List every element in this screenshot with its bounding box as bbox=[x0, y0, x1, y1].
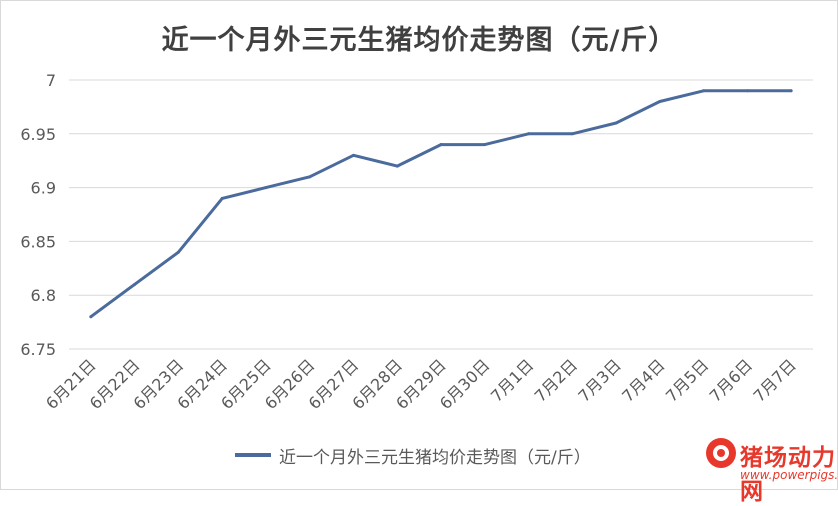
chart-frame bbox=[0, 0, 838, 490]
y-tick-label: 7 bbox=[46, 71, 56, 90]
data-point bbox=[133, 282, 137, 286]
series-line bbox=[89, 89, 793, 319]
x-tick-label: 7月6日 bbox=[706, 355, 756, 405]
legend-swatch bbox=[235, 453, 271, 457]
watermark: 猪场动力网 www.powerpigs.net bbox=[702, 436, 838, 505]
x-tick-label: 7月1日 bbox=[487, 355, 537, 405]
data-point bbox=[702, 89, 706, 93]
data-point bbox=[745, 89, 749, 93]
y-tick-label: 6.95 bbox=[20, 125, 56, 144]
y-tick-label: 6.9 bbox=[31, 179, 56, 198]
pig-logo-icon bbox=[706, 438, 736, 468]
x-tick-label: 7月2日 bbox=[531, 355, 581, 405]
data-point bbox=[570, 132, 574, 136]
y-axis-ticks: 6.75 6.8 6.85 6.9 6.95 7 bbox=[20, 71, 56, 359]
data-point bbox=[176, 250, 180, 254]
chart-title: 近一个月外三元生猪均价走势图（元/斤） bbox=[161, 25, 677, 56]
data-point bbox=[395, 164, 399, 168]
y-tick-label: 6.75 bbox=[20, 340, 56, 359]
x-tick-label: 7月3日 bbox=[574, 355, 624, 405]
data-point bbox=[483, 143, 487, 147]
data-point bbox=[527, 132, 531, 136]
gridlines bbox=[69, 79, 813, 350]
x-tick-label: 7月4日 bbox=[618, 355, 668, 405]
x-axis-ticks: 6月21日6月22日6月23日6月24日6月25日6月26日6月27日6月28日… bbox=[42, 355, 800, 413]
x-tick-label: 7月7日 bbox=[749, 355, 799, 405]
data-point bbox=[351, 153, 355, 157]
x-tick-label: 7月5日 bbox=[662, 355, 712, 405]
legend: 近一个月外三元生猪均价走势图（元/斤） bbox=[235, 443, 591, 468]
y-tick-label: 6.85 bbox=[20, 232, 56, 251]
data-point bbox=[439, 143, 443, 147]
data-point bbox=[658, 100, 662, 104]
y-tick-label: 6.8 bbox=[31, 286, 56, 305]
series-layer bbox=[89, 89, 793, 319]
line-chart: 6.75 6.8 6.85 6.9 6.95 7 6月21日6月22日6月23日6月24日… bbox=[20, 71, 813, 413]
data-point bbox=[614, 121, 618, 125]
data-point bbox=[89, 315, 93, 319]
data-point bbox=[789, 89, 793, 93]
data-point bbox=[264, 186, 268, 190]
data-point bbox=[308, 175, 312, 179]
data-point bbox=[220, 196, 224, 200]
legend-label: 近一个月外三元生猪均价走势图（元/斤） bbox=[279, 447, 591, 468]
watermark-url: www.powerpigs.net bbox=[740, 468, 838, 482]
